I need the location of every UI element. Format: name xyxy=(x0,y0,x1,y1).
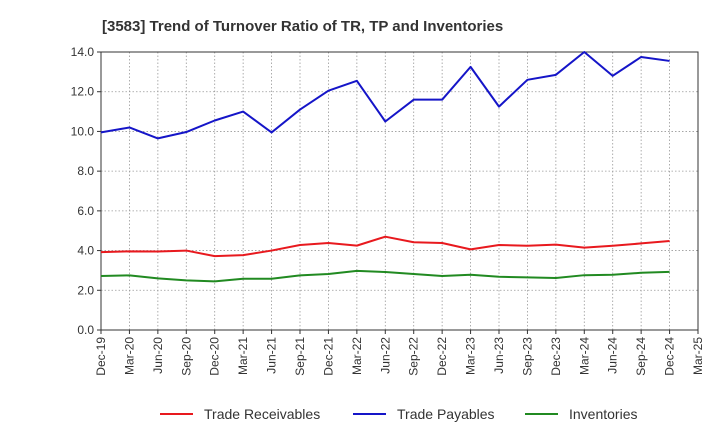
x-tick-label: Sep-24 xyxy=(634,337,648,376)
x-axis: Dec-19 Mar-20 Jun-20 Sep-20 Dec-20 Mar-21 Jun-… xyxy=(94,330,705,376)
x-tick-label: Mar-25 xyxy=(691,337,705,375)
x-tick-label: Sep-22 xyxy=(407,337,421,376)
grid-lines xyxy=(101,52,698,330)
x-tick-label: Dec-22 xyxy=(435,337,449,376)
x-tick-label: Sep-23 xyxy=(520,337,534,376)
chart-title: [3583] Trend of Turnover Ratio of TR, TP… xyxy=(102,18,503,35)
y-tick-label: 10.0 xyxy=(71,124,95,138)
series-lines xyxy=(100,51,670,283)
series-line-trade-payables xyxy=(100,51,670,140)
x-tick-label: Jun-24 xyxy=(606,337,620,374)
x-tick-label: Mar-24 xyxy=(577,337,591,375)
series-line-trade-receivables xyxy=(100,235,670,258)
y-axis: 0.0 2.0 4.0 6.0 8.0 10.0 12.0 14.0 xyxy=(71,45,101,337)
y-tick-label: 14.0 xyxy=(71,45,95,59)
x-tick-label: Mar-22 xyxy=(350,337,364,375)
y-tick-label: 12.0 xyxy=(71,85,95,99)
x-tick-label: Mar-23 xyxy=(464,337,478,375)
x-tick-label: Dec-21 xyxy=(321,337,335,376)
y-tick-label: 0.0 xyxy=(77,323,94,337)
x-tick-label: Dec-23 xyxy=(549,337,563,376)
y-tick-label: 4.0 xyxy=(77,244,94,258)
y-tick-label: 2.0 xyxy=(77,283,94,297)
x-tick-label: Sep-21 xyxy=(293,337,307,376)
y-tick-label: 6.0 xyxy=(77,204,94,218)
x-tick-label: Dec-19 xyxy=(94,337,108,376)
legend-label: Trade Receivables xyxy=(204,406,320,422)
series-line-inventories xyxy=(100,269,670,283)
plot-frame xyxy=(100,51,699,331)
x-tick-label: Jun-20 xyxy=(151,337,165,374)
x-tick-label: Mar-21 xyxy=(236,337,250,375)
legend-label: Inventories xyxy=(569,406,637,422)
legend: Trade Receivables Trade Payables Inventori… xyxy=(160,406,637,422)
x-tick-label: Jun-21 xyxy=(265,337,279,374)
x-tick-label: Mar-20 xyxy=(122,337,136,375)
x-tick-label: Sep-20 xyxy=(179,337,193,376)
x-tick-label: Jun-22 xyxy=(378,337,392,374)
y-tick-label: 8.0 xyxy=(77,164,94,178)
x-tick-label: Dec-20 xyxy=(208,337,222,376)
x-tick-label: Jun-23 xyxy=(492,337,506,374)
x-tick-label: Dec-24 xyxy=(663,337,677,376)
legend-label: Trade Payables xyxy=(397,406,495,422)
